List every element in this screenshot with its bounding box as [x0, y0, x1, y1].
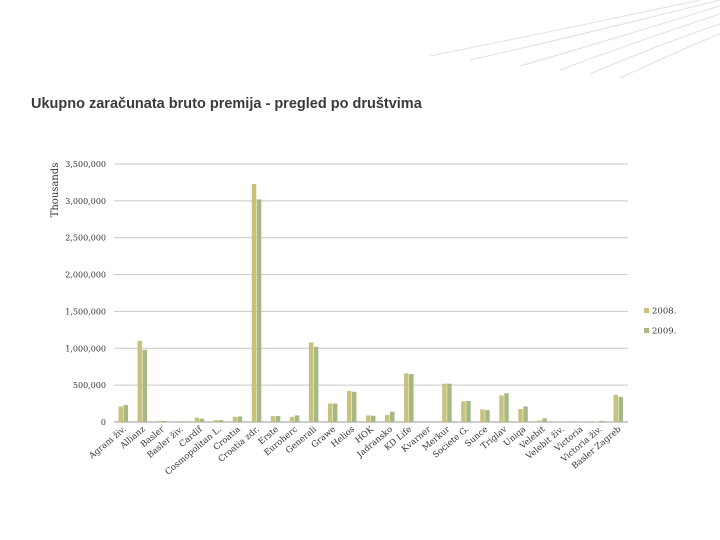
- bar-2009: [237, 416, 243, 422]
- bar-2008: [442, 383, 447, 422]
- bar-2008: [251, 183, 257, 422]
- bar-2009: [123, 405, 129, 422]
- bar-2008: [461, 401, 466, 422]
- bar-2009: [180, 421, 186, 422]
- bar-2008: [404, 373, 409, 422]
- y-tick-label: 3,000,000: [65, 197, 106, 206]
- bar-2008: [327, 403, 333, 422]
- bar-2009: [542, 418, 547, 422]
- bar-2009: [447, 383, 452, 422]
- bar-2009: [275, 416, 281, 422]
- bar-2009: [218, 420, 224, 422]
- bar-2008: [613, 394, 618, 422]
- bar-2009: [466, 400, 471, 422]
- bar-2008: [499, 395, 504, 422]
- legend-label: 2008.: [652, 307, 676, 317]
- bar-2008: [270, 416, 276, 422]
- bar-2009: [523, 406, 528, 422]
- bar-2008: [118, 406, 124, 422]
- bar-2009: [294, 415, 300, 422]
- bar-2009: [199, 418, 205, 422]
- y-tick-label: 2,000,000: [65, 271, 106, 280]
- bar-2008: [213, 420, 219, 422]
- bar-2008: [346, 391, 352, 422]
- bar-2009: [142, 349, 148, 422]
- bar-2008: [366, 415, 371, 422]
- bar-2008: [537, 420, 542, 422]
- bar-2009: [618, 396, 623, 422]
- y-tick-label: 0: [101, 418, 106, 427]
- bar-2008: [175, 421, 181, 422]
- bar-2009: [161, 420, 167, 422]
- bar-2008: [308, 342, 314, 422]
- legend-label: 2009.: [652, 327, 676, 337]
- bar-2009: [371, 415, 376, 422]
- y-tick-label: 500,000: [73, 381, 106, 390]
- bar-2009: [504, 393, 509, 422]
- y-tick-label: 2,500,000: [65, 234, 106, 243]
- legend-swatch: [644, 328, 649, 333]
- bar-2009: [332, 403, 338, 422]
- bar-2008: [518, 409, 523, 422]
- bar-2009: [351, 391, 357, 422]
- bar-2009: [313, 346, 319, 422]
- y-tick-label: 3,500,000: [65, 160, 106, 169]
- chart-title: Ukupno zaračunata bruto premija - pregle…: [31, 96, 422, 112]
- y-axis-label: Thousands: [50, 163, 61, 218]
- bar-2008: [156, 420, 162, 422]
- bar-2009: [390, 411, 395, 422]
- bar-2008: [289, 416, 295, 422]
- y-tick-label: 1,500,000: [65, 307, 106, 316]
- bar-2009: [485, 410, 490, 422]
- bar-2008: [137, 340, 143, 422]
- bar-2009: [409, 374, 414, 422]
- legend-swatch: [644, 308, 649, 313]
- bar-2008: [480, 409, 485, 422]
- bar-2009: [256, 199, 262, 422]
- y-tick-label: 1,000,000: [65, 344, 106, 353]
- bar-2008: [194, 417, 200, 422]
- bar-2008: [232, 416, 238, 422]
- bar-2008: [385, 414, 390, 422]
- bar-2009: [599, 420, 604, 422]
